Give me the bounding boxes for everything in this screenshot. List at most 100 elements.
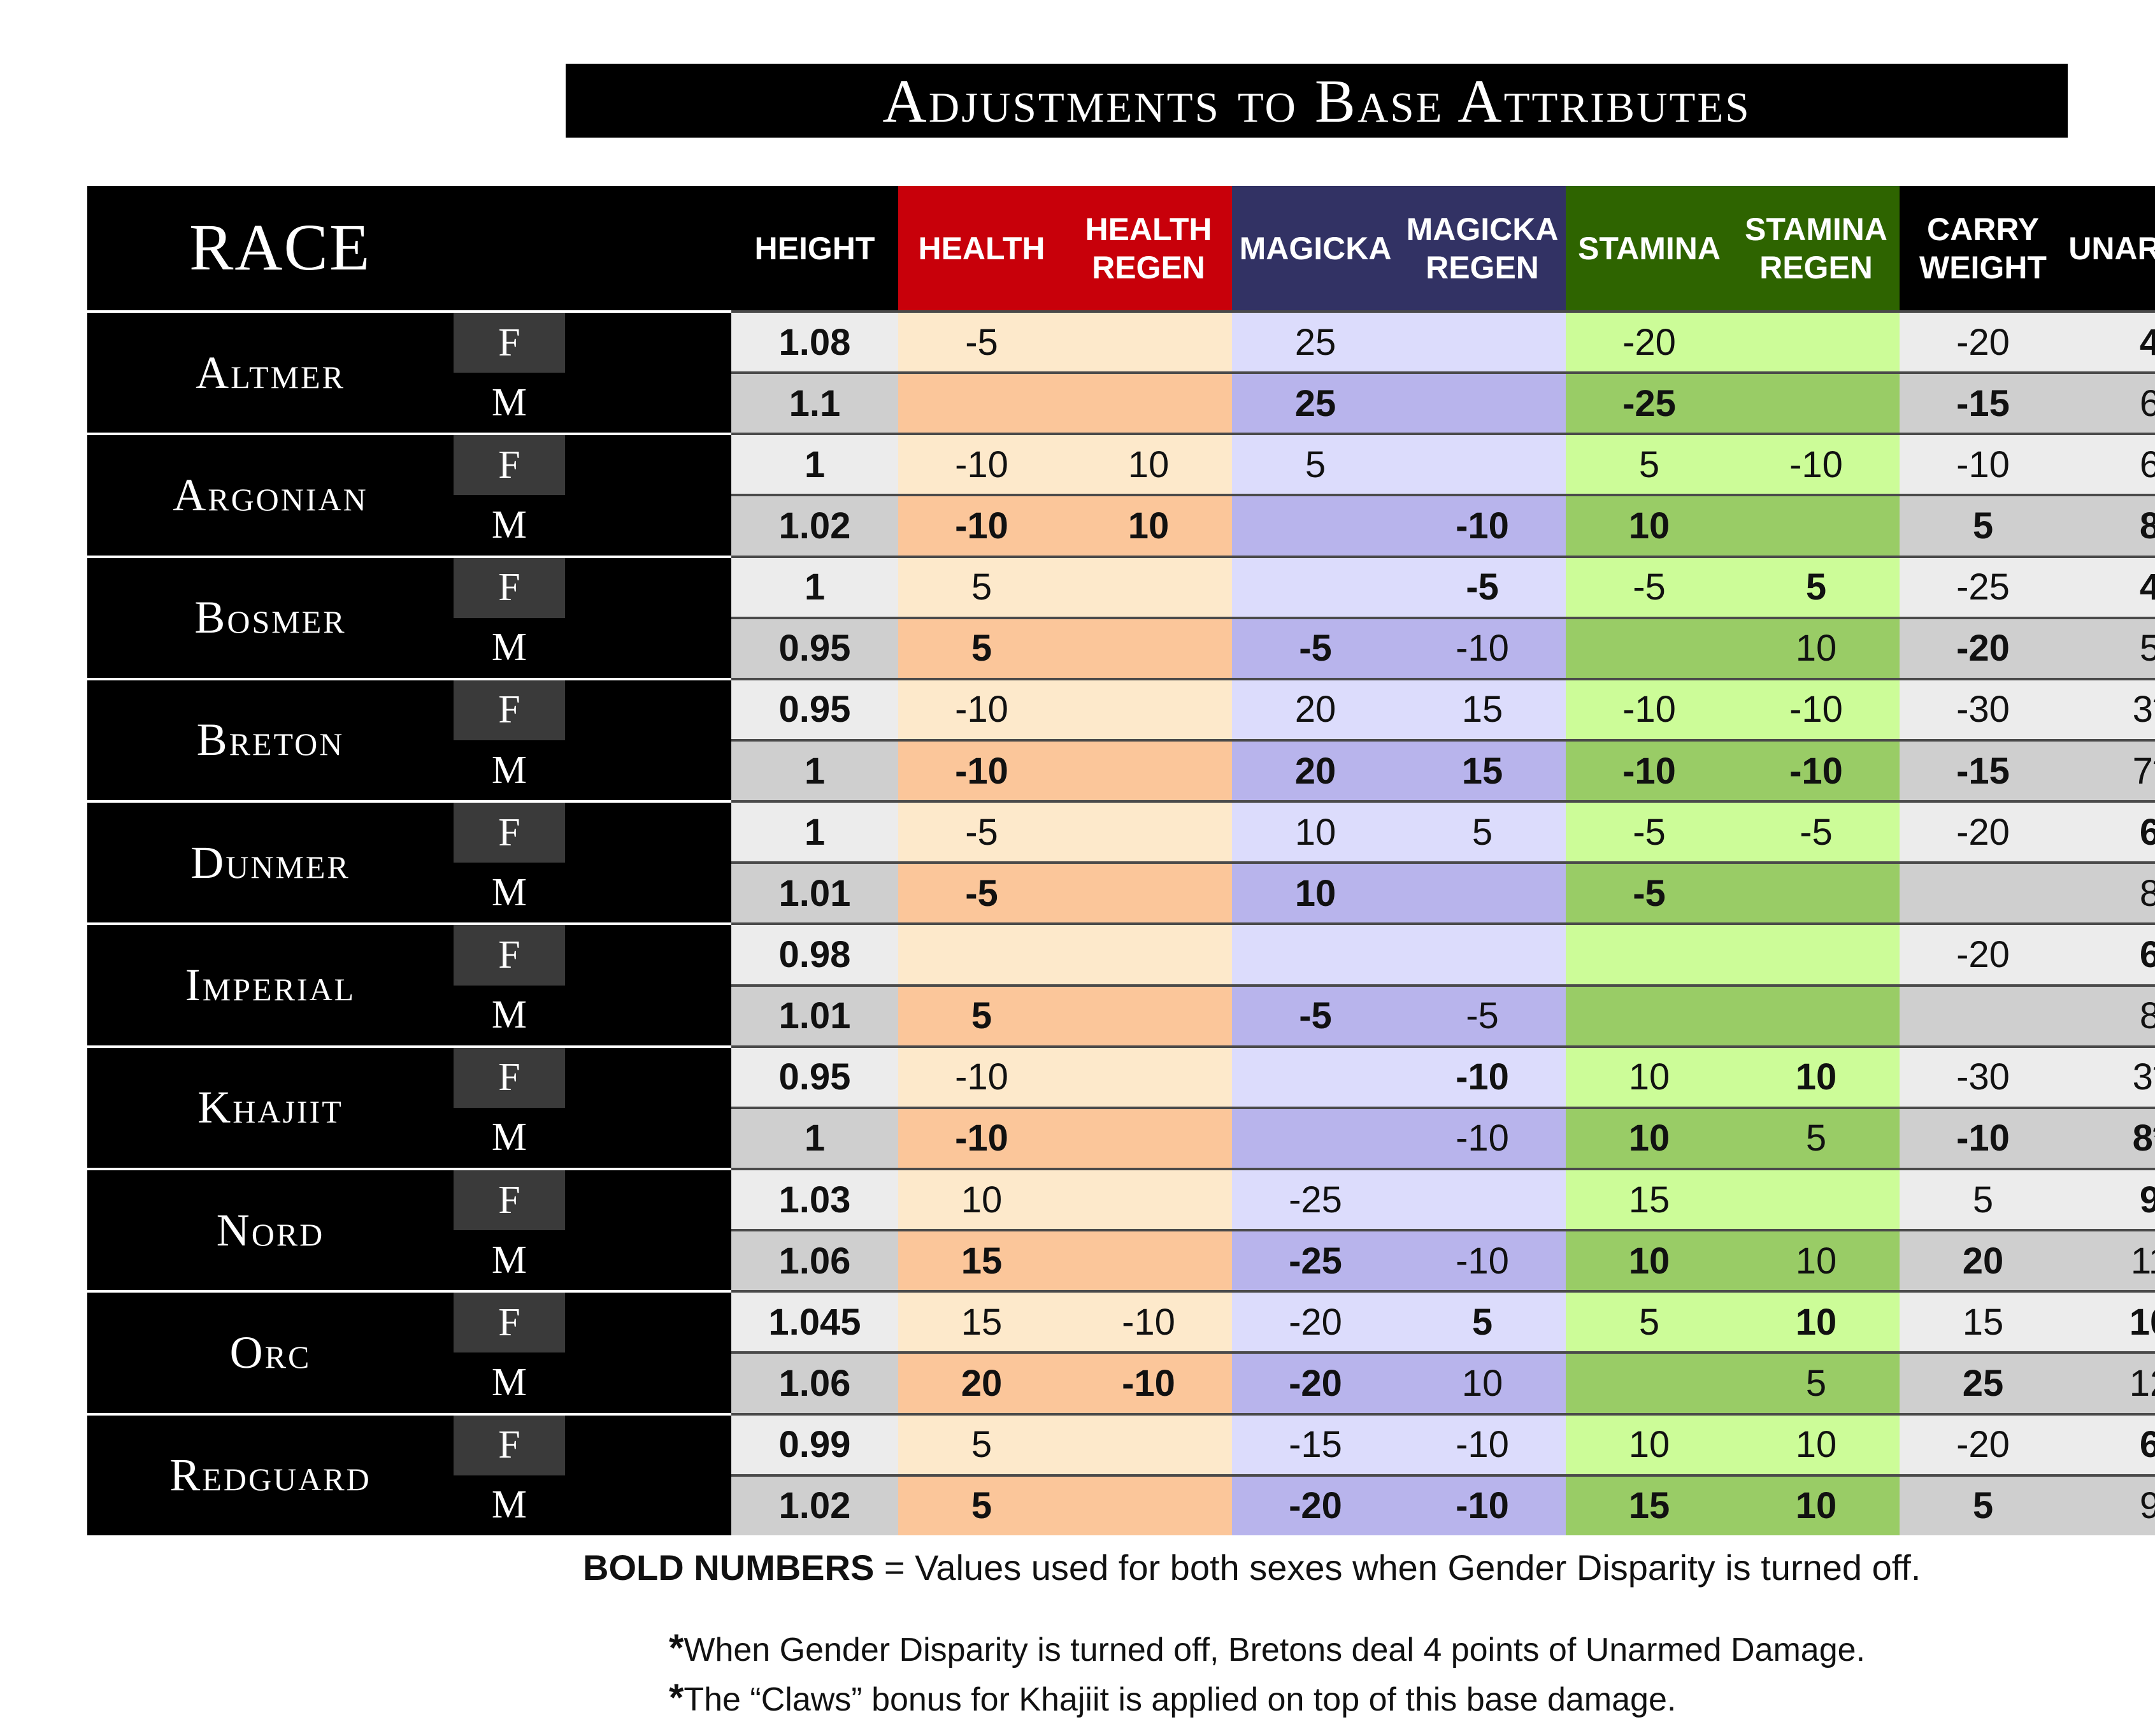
cell-health: -10 — [898, 1045, 1065, 1107]
race-imperial: Imperial F M — [87, 922, 731, 1045]
race-name: Khajiit — [197, 1082, 343, 1133]
cell-height: 0.95 — [731, 616, 898, 678]
race-redguard: Redguard F M — [87, 1412, 731, 1535]
cell-health: -10 — [898, 433, 1065, 494]
footnote-khajiit-text: The “Claws” bonus for Khajiit is applied… — [684, 1681, 1677, 1718]
column-header-magicka: MAGICKA — [1232, 186, 1399, 310]
cell-magicka-regen: -10 — [1399, 1412, 1566, 1474]
cell-stamina-regen — [1733, 922, 1900, 984]
cell-carry-weight: -20 — [1900, 1412, 2066, 1474]
sex-label: M — [454, 863, 565, 923]
cell-health-regen: -10 — [1065, 1290, 1232, 1352]
header-spacer — [565, 186, 731, 310]
cell-stamina: -25 — [1566, 371, 1733, 433]
footnote-breton-text: When Gender Disparity is turned off, Bre… — [684, 1632, 1866, 1668]
cell-stamina-regen: 5 — [1733, 555, 1900, 617]
cell-carry-weight: -10 — [1900, 1106, 2066, 1168]
column-header-stamina-regen: STAMINA REGEN — [1733, 186, 1900, 310]
cell-height: 1 — [731, 738, 898, 801]
cell-health: -10 — [898, 494, 1065, 556]
cell-magicka: -20 — [1232, 1474, 1399, 1535]
race-name: Redguard — [169, 1449, 371, 1501]
cell-magicka: 25 — [1232, 371, 1399, 433]
cell-magicka: -20 — [1232, 1351, 1399, 1413]
cell-unarmed: 6 — [2066, 1412, 2155, 1474]
cell-carry-weight — [1900, 861, 2066, 923]
cell-health-regen — [1065, 1045, 1232, 1107]
race-name: Imperial — [185, 959, 356, 1011]
cell-carry-weight: -30 — [1900, 1045, 2066, 1107]
cell-unarmed: 4 — [2066, 310, 2155, 372]
cell-stamina-regen: -5 — [1733, 800, 1900, 862]
column-header-unarmed: UNARMED — [2066, 186, 2155, 310]
cell-stamina-regen: 10 — [1733, 1412, 1900, 1474]
cell-health-regen — [1065, 1229, 1232, 1291]
cell-health-regen: 10 — [1065, 433, 1232, 494]
legend-bold-numbers: BOLD NUMBERS = Values used for both sexe… — [583, 1547, 1921, 1588]
sex-label: F — [454, 1415, 565, 1475]
footnote-star: * — [669, 1676, 684, 1719]
sex-label: F — [454, 803, 565, 863]
cell-stamina-regen: -10 — [1733, 433, 1900, 494]
cell-magicka: -25 — [1232, 1229, 1399, 1291]
cell-health-regen — [1065, 800, 1232, 862]
sex-label: F — [454, 1293, 565, 1353]
sex-label: F — [454, 557, 565, 618]
cell-height: 1.01 — [731, 861, 898, 923]
cell-magicka-regen: -10 — [1399, 1474, 1566, 1535]
cell-unarmed: 6 — [2066, 922, 2155, 984]
cell-carry-weight: -10 — [1900, 433, 2066, 494]
cell-stamina: 10 — [1566, 494, 1733, 556]
cell-magicka: -15 — [1232, 1412, 1399, 1474]
cell-health: 5 — [898, 616, 1065, 678]
cell-magicka — [1232, 1106, 1399, 1168]
sex-label: M — [454, 617, 565, 678]
cell-health-regen — [1065, 922, 1232, 984]
cell-health: -10 — [898, 738, 1065, 801]
cell-unarmed: 8 — [2066, 494, 2155, 556]
cell-magicka-regen — [1399, 1167, 1566, 1230]
cell-stamina: -20 — [1566, 310, 1733, 372]
cell-carry-weight: 25 — [1900, 1351, 2066, 1413]
sex-label: M — [454, 373, 565, 433]
cell-height: 1 — [731, 800, 898, 862]
cell-unarmed: 8 — [2066, 861, 2155, 923]
legend-bold-label: BOLD NUMBERS — [583, 1547, 875, 1588]
cell-stamina: -10 — [1566, 738, 1733, 801]
cell-stamina: -5 — [1566, 861, 1733, 923]
cell-carry-weight — [1900, 984, 2066, 1045]
cell-stamina — [1566, 922, 1733, 984]
attributes-table: RACE HEIGHT HEALTH HEALTH REGEN MAGICKA MAGI… — [87, 186, 2155, 1535]
cell-stamina: 15 — [1566, 1167, 1733, 1230]
cell-stamina — [1566, 1351, 1733, 1413]
race-altmer: Altmer F M — [87, 310, 731, 433]
column-header-magicka-regen: MAGICKA REGEN — [1399, 186, 1566, 310]
cell-magicka-regen: -10 — [1399, 494, 1566, 556]
cell-stamina-regen — [1733, 861, 1900, 923]
sex-label: M — [454, 1352, 565, 1413]
cell-unarmed: 7* — [2066, 738, 2155, 801]
cell-health-regen — [1065, 310, 1232, 372]
cell-magicka — [1232, 922, 1399, 984]
cell-stamina-regen: -10 — [1733, 738, 1900, 801]
sex-label: F — [454, 1047, 565, 1108]
cell-height: 0.95 — [731, 677, 898, 739]
column-header-carry-weight: CARRY WEIGHT — [1900, 186, 2066, 310]
race-name: Dunmer — [190, 836, 350, 888]
cell-height: 1.02 — [731, 1474, 898, 1535]
race-name: Orc — [229, 1326, 311, 1378]
sex-label: M — [454, 1107, 565, 1168]
cell-magicka-regen — [1399, 861, 1566, 923]
cell-unarmed: 6 — [2066, 433, 2155, 494]
cell-carry-weight: -20 — [1900, 616, 2066, 678]
cell-height: 1.08 — [731, 310, 898, 372]
cell-height: 1.06 — [731, 1351, 898, 1413]
cell-magicka-regen — [1399, 371, 1566, 433]
cell-health: 20 — [898, 1351, 1065, 1413]
cell-magicka-regen: -5 — [1399, 984, 1566, 1045]
race-name: Breton — [196, 714, 345, 766]
cell-height: 1 — [731, 555, 898, 617]
legend-bold-text: = Values used for both sexes when Gender… — [874, 1547, 1921, 1588]
cell-unarmed: 4 — [2066, 555, 2155, 617]
cell-stamina-regen: -10 — [1733, 677, 1900, 739]
